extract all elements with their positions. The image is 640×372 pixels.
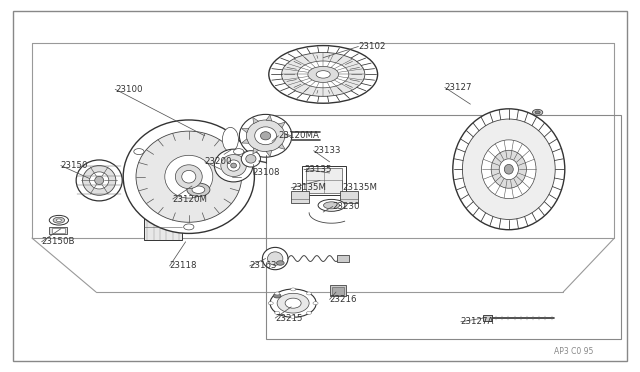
Polygon shape (253, 118, 259, 124)
Polygon shape (266, 115, 272, 121)
Text: 23135: 23135 (304, 165, 332, 174)
Text: 23135M: 23135M (342, 183, 378, 192)
Circle shape (307, 311, 312, 314)
Circle shape (192, 186, 205, 193)
Circle shape (275, 292, 280, 295)
Ellipse shape (76, 160, 122, 201)
Circle shape (313, 302, 318, 305)
Ellipse shape (499, 159, 518, 180)
Bar (52, 228, 65, 233)
Polygon shape (278, 122, 285, 128)
Ellipse shape (323, 202, 339, 209)
Ellipse shape (453, 109, 564, 230)
Text: 23127: 23127 (445, 83, 472, 92)
Text: 23215: 23215 (275, 314, 303, 323)
Bar (332, 287, 344, 295)
Text: 23120M: 23120M (173, 195, 208, 203)
Ellipse shape (227, 160, 240, 171)
Ellipse shape (83, 166, 116, 195)
Ellipse shape (481, 140, 536, 199)
Ellipse shape (214, 149, 253, 182)
Polygon shape (278, 144, 285, 150)
Circle shape (273, 294, 281, 298)
Circle shape (134, 148, 144, 155)
Text: 23216: 23216 (330, 295, 357, 304)
Ellipse shape (123, 120, 254, 234)
Ellipse shape (56, 219, 61, 221)
Ellipse shape (246, 155, 256, 163)
Ellipse shape (282, 52, 365, 96)
Polygon shape (285, 134, 291, 138)
Ellipse shape (231, 163, 237, 168)
Bar (483, 315, 492, 321)
Circle shape (276, 261, 284, 265)
Ellipse shape (239, 114, 292, 157)
Text: 23135M: 23135M (291, 183, 326, 192)
Text: 23120MA: 23120MA (278, 131, 319, 140)
Ellipse shape (308, 66, 339, 82)
Ellipse shape (285, 298, 301, 308)
Ellipse shape (95, 176, 104, 185)
Ellipse shape (241, 151, 260, 167)
Bar (330, 285, 346, 296)
Ellipse shape (316, 71, 330, 78)
Ellipse shape (90, 172, 109, 189)
Ellipse shape (223, 127, 238, 152)
Bar (306, 168, 342, 193)
Text: 23127A: 23127A (461, 317, 494, 326)
Circle shape (291, 315, 296, 318)
Circle shape (268, 302, 273, 305)
Text: 23118: 23118 (170, 262, 197, 270)
Ellipse shape (318, 199, 345, 211)
Ellipse shape (165, 155, 212, 198)
Polygon shape (253, 148, 259, 154)
Ellipse shape (269, 45, 378, 103)
Bar (291, 191, 309, 203)
Bar (340, 191, 358, 203)
Circle shape (187, 183, 210, 196)
Circle shape (184, 224, 194, 230)
Circle shape (532, 109, 543, 115)
Ellipse shape (221, 155, 246, 176)
Ellipse shape (270, 289, 316, 317)
Circle shape (291, 288, 296, 291)
Text: 23163: 23163 (250, 262, 277, 270)
Text: 23230: 23230 (333, 202, 360, 211)
Ellipse shape (463, 119, 556, 219)
Ellipse shape (175, 165, 202, 189)
Ellipse shape (49, 215, 68, 225)
Bar (337, 255, 349, 262)
Circle shape (307, 292, 312, 295)
Ellipse shape (260, 132, 271, 140)
Ellipse shape (246, 120, 285, 152)
Polygon shape (266, 151, 272, 157)
Ellipse shape (136, 131, 242, 222)
Text: 23102: 23102 (358, 42, 386, 51)
Ellipse shape (255, 127, 276, 145)
Polygon shape (241, 128, 249, 133)
Text: AP3 C0 95: AP3 C0 95 (554, 347, 593, 356)
Ellipse shape (182, 170, 196, 183)
Ellipse shape (268, 252, 283, 265)
Ellipse shape (298, 61, 349, 88)
Bar (266, 115, 621, 339)
Text: 23133: 23133 (314, 146, 341, 155)
Ellipse shape (262, 247, 288, 270)
Text: 23100: 23100 (115, 85, 143, 94)
Polygon shape (241, 139, 249, 143)
Text: 23108: 23108 (253, 169, 280, 177)
Circle shape (535, 111, 540, 114)
Ellipse shape (53, 217, 65, 223)
Circle shape (275, 311, 280, 314)
Ellipse shape (504, 164, 513, 174)
Bar (302, 166, 346, 195)
Ellipse shape (277, 293, 309, 313)
Text: 23150: 23150 (61, 161, 88, 170)
Text: 23200: 23200 (205, 157, 232, 166)
Text: 23150B: 23150B (42, 237, 75, 246)
Circle shape (234, 148, 244, 155)
Bar (49, 227, 67, 234)
Ellipse shape (492, 150, 526, 188)
Polygon shape (144, 212, 182, 240)
